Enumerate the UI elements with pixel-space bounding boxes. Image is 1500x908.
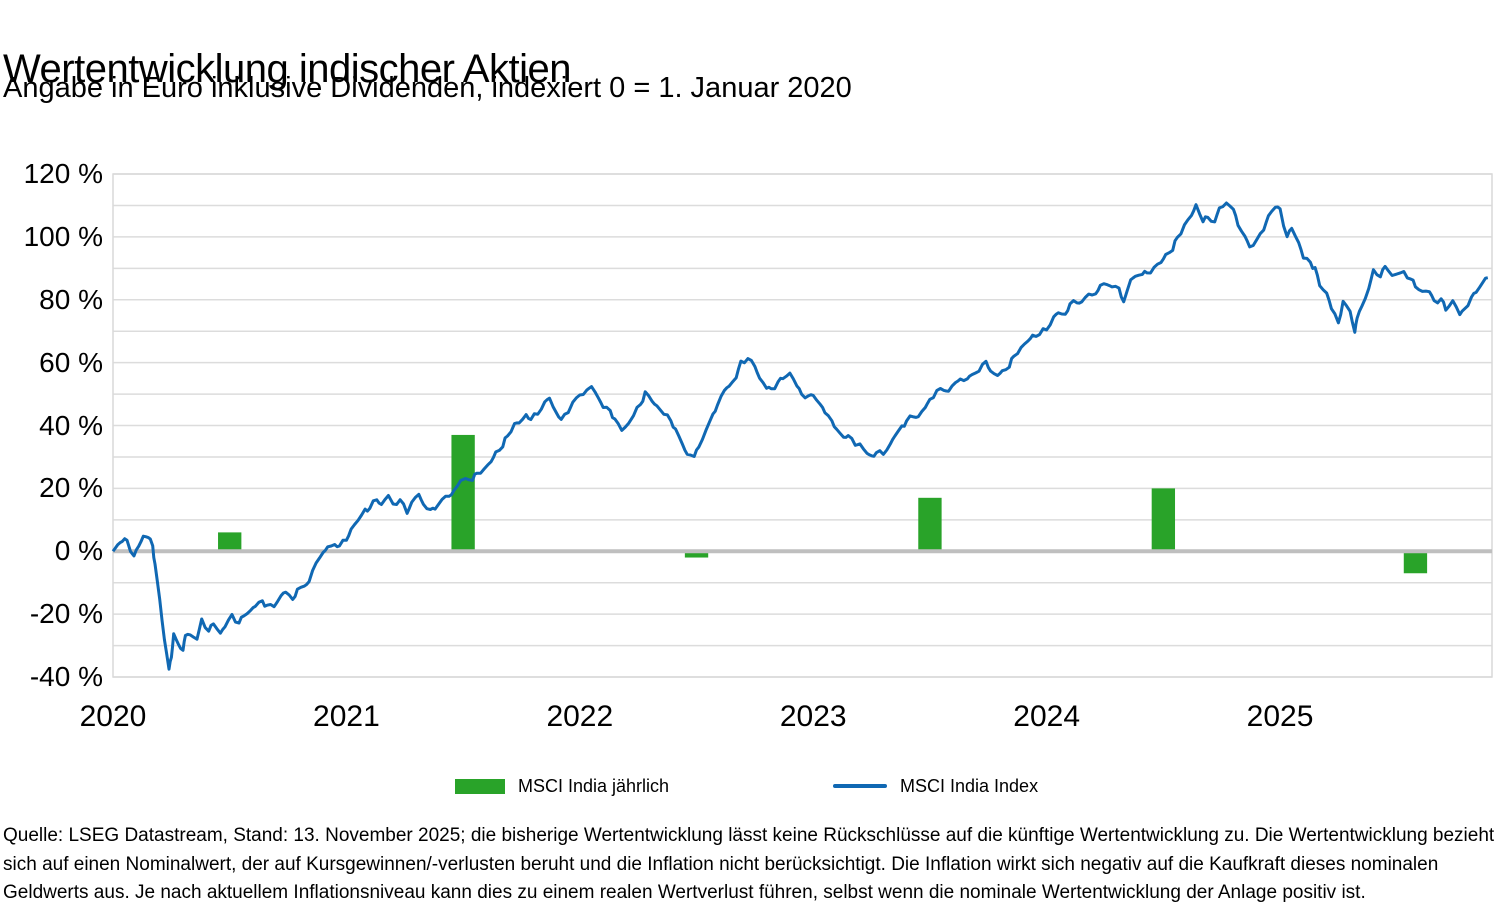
bar-2020 [218,532,242,552]
bar-swatch-icon [455,778,505,794]
line-swatch-icon [833,784,887,788]
y-tick-label: 100 % [23,220,103,252]
legend-line-label: MSCI India Index [900,775,1039,796]
x-tick-label: 2021 [313,700,380,733]
bar-2022 [684,551,709,558]
source-note: Quelle: LSEG Datastream, Stand: 13. Nove… [3,825,1495,903]
plot-border [112,173,1493,678]
page-subtitle: Angabe in Euro inklusive Dividenden, ind… [3,72,852,104]
y-tick-label: -40 % [29,661,103,692]
y-tick-label: 80 % [39,283,103,315]
legend-item-bar: MSCI India jährlich [455,774,669,798]
y-tick-label: 120 % [23,158,103,189]
x-tick-label: 2024 [1013,700,1081,733]
y-tick-label: 20 % [39,472,103,504]
x-tick-label: 2020 [79,700,147,733]
bar-2024 [1151,488,1176,552]
bar-2025 [1403,551,1428,574]
bar-2023 [918,497,942,552]
page-title: Wertentwicklung indischer Aktien [3,46,571,91]
y-tick-label: 0 % [54,535,103,567]
chart-plot [111,173,1493,678]
y-tick-label: 40 % [39,409,103,441]
legend-item-line: MSCI India Index [833,774,1038,798]
legend-bar-label: MSCI India jährlich [518,775,670,796]
bar-2021 [451,434,475,552]
index-line [111,201,1489,671]
x-tick-label: 2025 [1246,700,1314,733]
x-tick-label: 2022 [546,700,614,733]
y-tick-label: -20 % [29,598,103,630]
x-tick-label: 2023 [779,700,847,733]
y-tick-label: 60 % [39,346,103,378]
